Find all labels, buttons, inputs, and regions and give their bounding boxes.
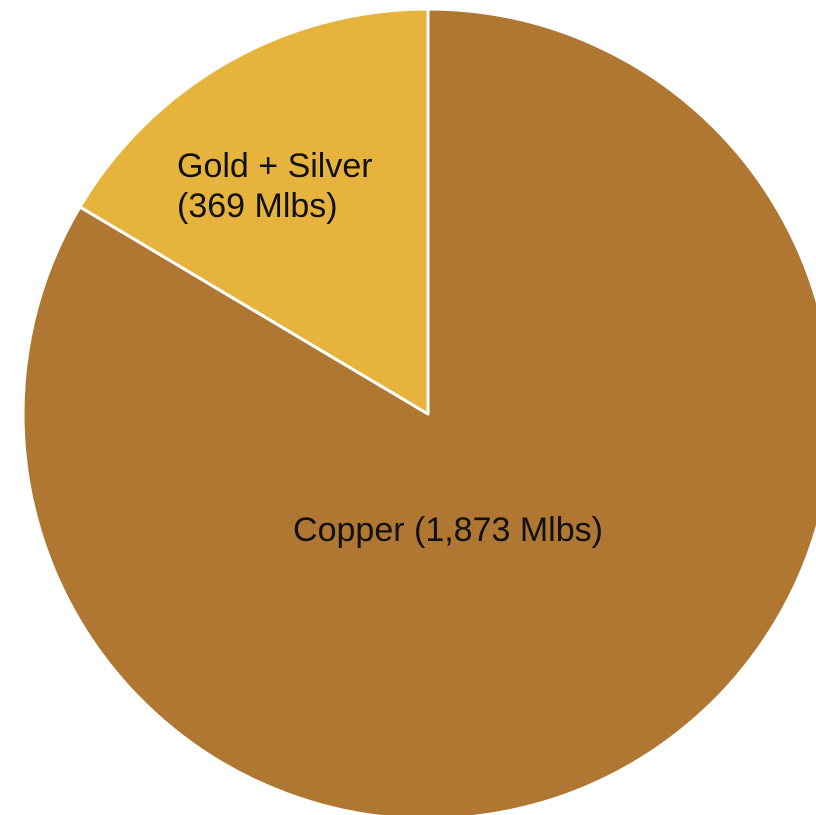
pie-slice-gold-silver (78, 7, 430, 416)
pie-labels: Copper (1,873 Mlbs) Gold + Silver (369 Mlb… (177, 147, 603, 549)
slice-label-line: (369 Mlbs) (177, 187, 338, 225)
pie-slices (21, 7, 816, 815)
slice-label-copper: Copper (1,873 Mlbs) (293, 511, 603, 549)
slice-label-line: Copper (1,873 Mlbs) (293, 511, 603, 549)
pie-slice-copper (21, 7, 816, 815)
slice-label-line: Gold + Silver (177, 147, 373, 185)
slice-label-gold-silver: Gold + Silver (369 Mlbs) (177, 147, 373, 225)
